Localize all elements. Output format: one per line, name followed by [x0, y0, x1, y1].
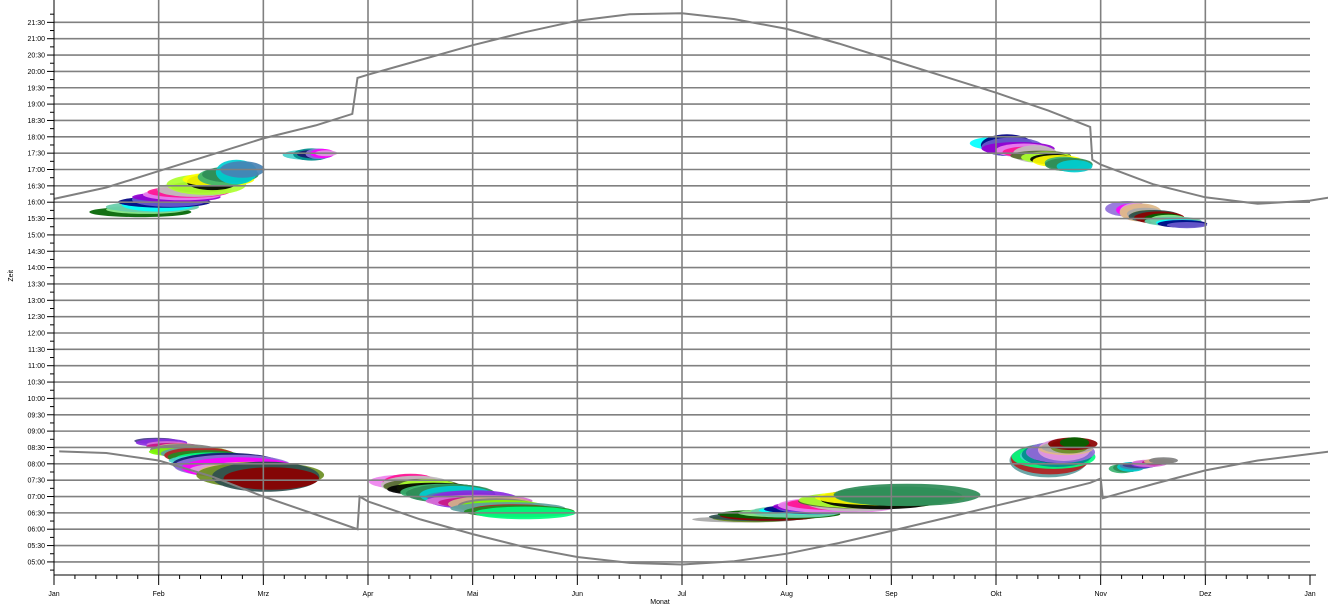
x-tick-label: Aug	[780, 591, 793, 598]
y-tick-label: 17:30	[27, 151, 45, 158]
y-tick-label: 08:00	[27, 461, 45, 468]
x-tick-label: Nov	[1094, 591, 1107, 598]
data-blob	[1056, 160, 1093, 173]
y-tick-label: 06:30	[27, 510, 45, 517]
y-tick-label: 09:00	[27, 429, 45, 436]
x-tick-label: Jun	[572, 591, 583, 598]
y-tick-label: 15:00	[27, 232, 45, 239]
y-tick-label: 19:00	[27, 102, 45, 109]
y-tick-label: 12:00	[27, 331, 45, 338]
y-tick-label: 14:30	[27, 249, 45, 256]
grid-layer	[54, 0, 1310, 575]
y-tick-label: 08:30	[27, 445, 45, 452]
y-tick-label: 14:00	[27, 265, 45, 272]
axis-label-layer: 05:00 05:30 06:00 06:30 07:00 07:30 08:00 08:30…	[27, 20, 1315, 598]
x-tick-label: Feb	[153, 591, 165, 598]
x-tick-label: Jan	[1304, 591, 1315, 598]
line-layer	[53, 12, 1328, 566]
x-tick-label: Jan	[48, 591, 59, 598]
y-tick-label: 05:30	[27, 543, 45, 550]
y-tick-label: 17:00	[27, 167, 45, 174]
tick-layer	[47, 13, 1311, 585]
y-tick-label: 21:30	[27, 20, 45, 27]
y-tick-label: 10:00	[27, 396, 45, 403]
y-tick-label: 19:30	[27, 85, 45, 92]
x-tick-label: Mai	[467, 591, 479, 598]
x-tick-label: Sep	[885, 591, 898, 598]
data-blob	[1059, 437, 1090, 448]
x-tick-label: Dez	[1199, 591, 1212, 598]
y-tick-label: 07:30	[27, 478, 45, 485]
y-tick-label: 18:00	[27, 134, 45, 141]
y-tick-label: 05:00	[27, 559, 45, 566]
y-tick-label: 11:00	[28, 363, 45, 370]
y-tick-label: 21:00	[27, 36, 45, 43]
y-tick-label: 15:30	[27, 216, 45, 223]
y-tick-label: 07:00	[27, 494, 45, 501]
y-tick-label: 16:00	[27, 200, 45, 207]
y-tick-label: 10:30	[27, 380, 45, 387]
y-tick-label: 12:30	[27, 314, 45, 321]
y-tick-label: 20:00	[27, 69, 45, 76]
y-tick-label: 06:00	[27, 527, 45, 534]
y-tick-label: 16:30	[27, 183, 45, 190]
y-tick-label: 18:30	[27, 118, 45, 125]
x-tick-label: Apr	[363, 591, 375, 598]
y-tick-label: 09:30	[27, 412, 45, 419]
x-tick-label: Okt	[991, 591, 1002, 598]
y-tick-label: 11:30	[28, 347, 45, 354]
data-blob	[1149, 457, 1178, 464]
sunset-line	[53, 12, 1328, 205]
y-tick-label: 20:30	[27, 53, 45, 60]
y-tick-label: 13:30	[27, 281, 45, 288]
x-tick-label: Mrz	[257, 591, 269, 598]
x-axis-title: Monat	[650, 599, 670, 606]
y-tick-label: 13:00	[27, 298, 45, 305]
data-blob	[1166, 222, 1208, 229]
data-blob	[833, 483, 981, 507]
x-tick-label: Jul	[678, 591, 687, 598]
sunrise-line	[59, 450, 1328, 566]
y-axis-title: Zeit	[8, 270, 15, 282]
data-blob	[223, 467, 319, 490]
